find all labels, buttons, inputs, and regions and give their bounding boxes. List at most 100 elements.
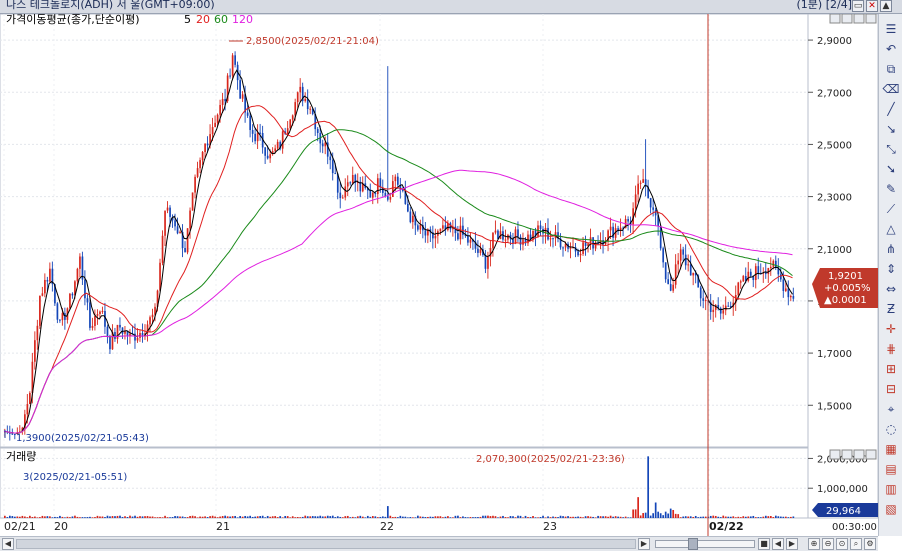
gann-icon[interactable]: ⊟ (885, 382, 897, 396)
volume-bar (532, 516, 534, 518)
volume-min-label: 3(2025/02/21-05:51) (23, 472, 127, 483)
layers-icon[interactable]: ⧉ (886, 62, 896, 76)
zoom-slider[interactable] (655, 540, 755, 548)
candle-body (239, 80, 241, 99)
volume-bar (136, 516, 139, 518)
candle-body (44, 279, 46, 294)
step-right-icon[interactable]: ▶ (786, 538, 798, 550)
cross-icon[interactable]: ✛ (885, 322, 897, 336)
channel-icon[interactable]: ⊞ (885, 362, 897, 376)
volume-bar (39, 517, 41, 518)
candle-body (394, 176, 397, 182)
volume-bar (672, 509, 675, 518)
ray-icon[interactable]: ↘ (885, 122, 897, 136)
candle-body (674, 264, 677, 285)
volume-bar (179, 516, 181, 518)
candle-body (84, 279, 86, 299)
volume-bar (9, 515, 11, 518)
volume-bar (507, 517, 509, 518)
zigzag-icon[interactable]: Ƶ (886, 302, 896, 316)
candle-body (509, 234, 512, 239)
volume-bar (16, 516, 19, 518)
volume-bar (51, 517, 54, 518)
fork-icon[interactable]: ⋔ (885, 242, 897, 256)
volume-bar (697, 517, 700, 518)
line-icon[interactable]: ╱ (887, 102, 895, 116)
triangle-icon[interactable]: △ (886, 222, 896, 236)
volume-bar (104, 517, 106, 518)
period-label[interactable]: (1분) [2/4] (796, 0, 852, 11)
candle-body (106, 326, 109, 336)
candle-body (109, 335, 111, 350)
volume-bar (124, 516, 126, 518)
search-icon[interactable]: ⌕ (850, 538, 862, 550)
panel-controls[interactable] (829, 14, 877, 460)
eraser-icon[interactable]: ⌫ (882, 82, 900, 96)
candle-body (779, 274, 782, 280)
stock-chart[interactable]: 1,50001,70001,90002,10002,30002,50002,70… (0, 14, 878, 536)
candle-body (249, 115, 252, 131)
volume-bar (634, 509, 637, 518)
horizontal-line-icon[interactable]: ⇔ (885, 282, 897, 296)
arrow-icon[interactable]: ➘ (885, 162, 897, 176)
zoom-knob[interactable] (688, 538, 698, 550)
volume-bar (29, 515, 31, 518)
volume-bar (24, 516, 26, 518)
volume-bar (432, 516, 434, 518)
candle-body (769, 266, 772, 269)
fibonacci-icon[interactable]: ⋕ (885, 342, 897, 356)
candle-body (366, 187, 369, 191)
text-icon[interactable]: ▧ (885, 502, 897, 516)
close-icon[interactable]: ✕ (866, 0, 878, 12)
pencil-icon[interactable]: ✎ (885, 182, 897, 196)
grid-icon[interactable]: ▦ (885, 442, 897, 456)
stop-icon[interactable]: ■ (758, 538, 770, 550)
settings-icon[interactable]: ⚙ (864, 538, 876, 550)
mark-icon[interactable]: ▥ (885, 482, 897, 496)
volume-bar (434, 516, 437, 518)
volume-bar (131, 516, 134, 518)
scroll-right-icon[interactable]: ▶ (638, 538, 650, 550)
candle-body (454, 226, 457, 234)
fan-icon[interactable]: ⌖ (887, 402, 895, 416)
volume-bar (782, 516, 785, 518)
volume-bar (792, 516, 795, 518)
restore-icon[interactable]: ▭ (852, 0, 864, 12)
candle-body (497, 230, 499, 239)
ma20-line (3, 105, 793, 434)
zoom-out-icon[interactable]: ⊖ (822, 538, 834, 550)
trend-icon[interactable]: ⤡ (886, 142, 896, 156)
circle-icon[interactable]: ◌ (885, 422, 897, 436)
candle-body (774, 260, 777, 268)
volume-bar (692, 516, 695, 518)
candle-body (126, 330, 129, 337)
scroll-left-icon[interactable]: ◀ (2, 538, 14, 550)
chevron-up-icon[interactable]: ▲ (880, 0, 892, 12)
pattern-icon[interactable]: ▤ (885, 462, 897, 476)
volume-bar (534, 517, 537, 518)
zoom-reset-icon[interactable]: ⊙ (836, 538, 848, 550)
volume-bar (274, 516, 277, 518)
volume-bar (309, 516, 312, 518)
candle-body (444, 225, 447, 230)
candle-body (672, 284, 675, 291)
step-left-icon[interactable]: ◀ (772, 538, 784, 550)
vertical-line-icon[interactable]: ⇕ (885, 262, 897, 276)
volume-bar (336, 516, 339, 518)
scroll-track[interactable] (16, 539, 636, 549)
axes: 1,50001,70001,90002,10002,30002,50002,70… (4, 36, 877, 533)
volume-bar (742, 516, 745, 518)
volume-tick-label: 2,000,000 (817, 454, 868, 465)
volume-bar (457, 515, 459, 518)
candle-body (504, 239, 507, 241)
candle-body (316, 129, 319, 133)
candle-body (474, 241, 477, 249)
zoom-in-icon[interactable]: ⊕ (808, 538, 820, 550)
volume-bar (409, 517, 412, 518)
list-icon[interactable]: ☰ (885, 22, 897, 36)
candle-body (647, 186, 650, 198)
volume-bar (344, 516, 347, 518)
diagonal-icon[interactable]: ⟋ (886, 202, 896, 216)
undo-icon[interactable]: ↶ (885, 42, 897, 56)
candle-body (356, 181, 359, 184)
